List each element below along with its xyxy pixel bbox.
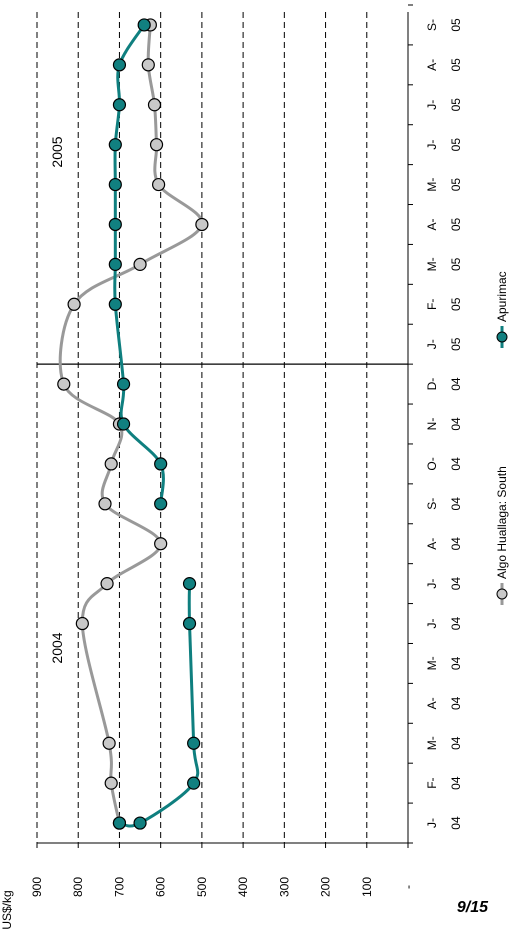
data-point <box>195 217 209 232</box>
value-tick-label: 900 <box>30 877 44 897</box>
category-label-month: J- <box>425 100 439 110</box>
data-point <box>141 58 155 72</box>
category-label-year: 04 <box>449 656 463 670</box>
category-label-month: D- <box>425 378 439 391</box>
data-point <box>104 457 118 471</box>
data-point <box>100 577 114 591</box>
data-point <box>104 776 118 790</box>
series-line <box>58 24 204 824</box>
data-point <box>133 257 147 271</box>
category-label-month: M- <box>425 736 439 750</box>
category-label-month: J- <box>425 818 439 828</box>
data-point <box>108 217 122 232</box>
data-point <box>108 257 122 271</box>
value-tick-label: 800 <box>71 877 85 897</box>
legend-swatch-marker <box>496 331 508 343</box>
category-label-month: J- <box>425 339 439 349</box>
data-point <box>182 577 197 591</box>
value-tick-label: - <box>401 885 415 889</box>
category-label-month: F- <box>425 777 439 788</box>
category-label-year: 04 <box>449 537 463 551</box>
category-label-month: N- <box>425 418 439 431</box>
category-label-month: A- <box>425 218 439 230</box>
category-label-year: 05 <box>449 18 463 32</box>
value-tick-label: 700 <box>112 877 126 897</box>
category-label-year: 04 <box>449 617 463 631</box>
data-point <box>108 177 122 192</box>
category-label-year: 04 <box>449 696 463 710</box>
value-tick-label: 100 <box>360 877 374 897</box>
legend: Algo Huallaga: South Apurimac <box>495 271 509 605</box>
data-point <box>182 616 197 631</box>
data-point <box>108 297 122 311</box>
category-label-month: J- <box>425 579 439 589</box>
category-label-month: A- <box>425 538 439 550</box>
y-axis-label: US$/kg <box>0 890 14 929</box>
category-label-month: J- <box>425 140 439 150</box>
data-point <box>149 138 164 152</box>
data-point <box>154 457 168 471</box>
legend-label: Apurimac <box>495 271 509 322</box>
category-label-year: 04 <box>449 816 463 830</box>
data-point <box>187 776 201 790</box>
value-tick-label: 300 <box>277 877 291 897</box>
category-label-month: F- <box>425 299 439 310</box>
category-label-year: 04 <box>449 577 463 591</box>
category-label-year: 05 <box>449 58 463 72</box>
category-label-month: O- <box>425 457 439 470</box>
category-label-year: 05 <box>449 138 463 152</box>
category-label-year: 04 <box>449 497 463 511</box>
data-point <box>152 177 166 192</box>
category-label-month: J- <box>425 619 439 629</box>
page-number: 9/15 <box>457 899 489 916</box>
data-point <box>57 377 71 391</box>
data-point <box>108 138 122 152</box>
category-label-year: 05 <box>449 337 463 351</box>
plot-area: - 100 200 300 400 500 600 700 800 900 J- 04 F- 04 M- 04… <box>30 4 463 897</box>
category-label-month: A- <box>425 697 439 709</box>
legend-label: Algo Huallaga: South <box>495 466 509 579</box>
data-point <box>98 497 112 511</box>
category-label-year: 04 <box>449 377 463 391</box>
data-point <box>102 736 116 750</box>
data-point <box>147 98 162 112</box>
data-point <box>187 736 201 750</box>
category-label-month: S- <box>425 498 439 510</box>
data-point <box>75 616 89 631</box>
data-point <box>116 417 131 431</box>
category-label-year: 05 <box>449 297 463 311</box>
data-point <box>112 58 127 72</box>
category-label-year: 05 <box>449 98 463 112</box>
data-point <box>137 18 151 32</box>
category-label-year: 04 <box>449 776 463 790</box>
data-point <box>112 816 127 830</box>
data-point <box>112 98 127 112</box>
value-tick-label: 200 <box>319 877 333 897</box>
data-point <box>133 816 147 830</box>
data-point <box>154 497 168 511</box>
category-label-year: 04 <box>449 417 463 431</box>
category-label-year: 04 <box>449 457 463 471</box>
category-label-year: 05 <box>449 217 463 231</box>
category-label-year: 05 <box>449 257 463 271</box>
annotation-2005: 2005 <box>49 136 65 167</box>
value-tick-label: 400 <box>236 877 250 897</box>
category-label-year: 05 <box>449 178 463 192</box>
category-label-year: 04 <box>449 736 463 750</box>
category-label-month: M- <box>425 257 439 271</box>
data-point <box>67 297 81 311</box>
data-point <box>116 377 131 391</box>
value-tick-label: 600 <box>154 877 168 897</box>
category-label-month: M- <box>425 178 439 192</box>
annotation-2004: 2004 <box>49 632 65 663</box>
category-label-month: A- <box>425 59 439 71</box>
value-tick-label: 500 <box>195 877 209 897</box>
data-point <box>154 537 168 551</box>
category-label-month: M- <box>425 656 439 670</box>
legend-swatch-marker <box>496 588 508 600</box>
category-label-month: S- <box>425 19 439 31</box>
